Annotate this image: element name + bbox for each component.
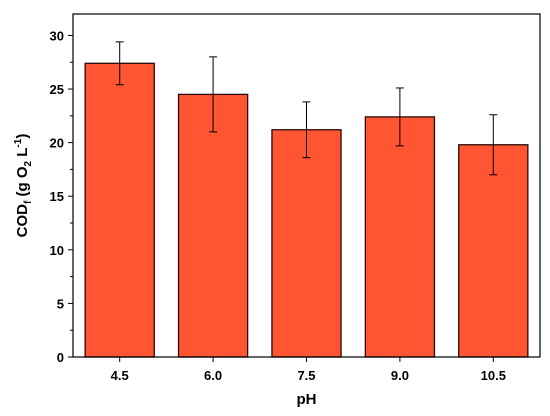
error-bar-4.5	[115, 41, 124, 86]
bar-6.0	[177, 93, 249, 358]
y-title-unit: L	[14, 148, 31, 161]
y-tick-label-5: 5	[57, 296, 64, 311]
y-title-sub: f	[23, 200, 34, 204]
bars-layer	[84, 41, 529, 358]
ticks-layer: 4.5 6.0 7.5 9.0 10.5 0 5 10 15 20 25 30	[50, 28, 506, 383]
y-axis-title: CODf (g O2 L-1)	[13, 134, 34, 238]
error-bar-9.0	[395, 87, 404, 147]
error-bar-7.5	[302, 101, 311, 159]
y-title-end: )	[14, 134, 31, 139]
x-tick-label-4.5: 4.5	[111, 368, 129, 383]
y-tick-label-25: 25	[50, 82, 64, 97]
y-title-mid: (g O	[14, 166, 31, 200]
bar-7.5	[271, 129, 342, 358]
x-tick-label-9.0: 9.0	[391, 368, 409, 383]
x-tick-label-7.5: 7.5	[297, 368, 315, 383]
error-bar-6.0	[209, 56, 218, 133]
y-tick-label-30: 30	[50, 28, 64, 43]
y-tick-label-20: 20	[50, 136, 64, 151]
bar-4.5	[84, 62, 155, 358]
x-axis-title: pH	[297, 391, 317, 408]
y-title-sub2: 2	[23, 160, 34, 166]
x-tick-label-10.5: 10.5	[481, 368, 506, 383]
bar-9.0	[364, 116, 436, 358]
x-tick-label-6.0: 6.0	[204, 368, 222, 383]
y-tick-label-15: 15	[50, 189, 64, 204]
y-title-main: COD	[14, 204, 31, 238]
y-tick-label-10: 10	[50, 243, 64, 258]
y-tick-label-0: 0	[57, 350, 64, 365]
bar-10.5	[458, 144, 529, 358]
error-bar-10.5	[489, 114, 498, 176]
y-title-sup: -1	[13, 138, 24, 147]
